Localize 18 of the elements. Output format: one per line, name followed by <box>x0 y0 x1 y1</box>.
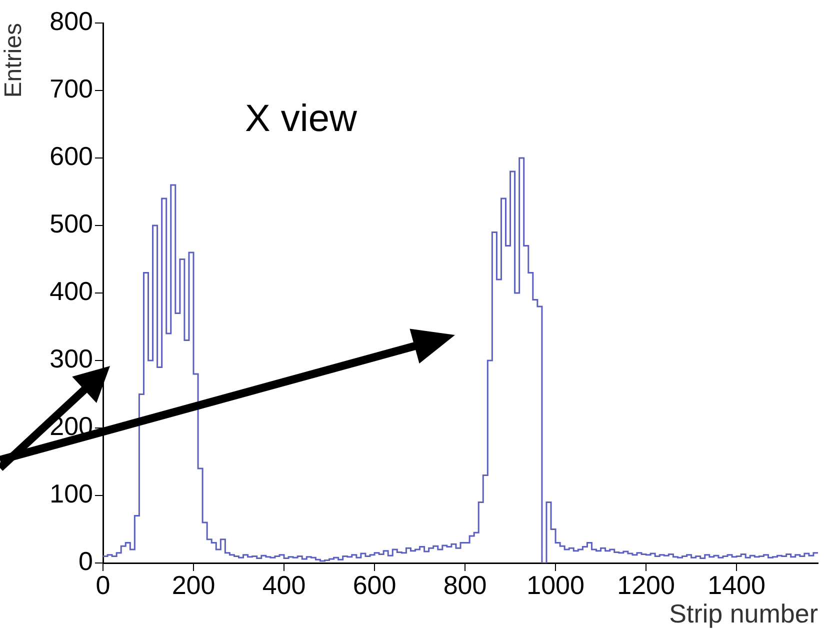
annotation: X view <box>245 98 358 140</box>
y-tick-label: 500 <box>50 208 93 239</box>
y-tick-label: 0 <box>78 546 93 576</box>
x-tick-label: 400 <box>262 570 306 600</box>
x-axis-title: Strip number <box>669 598 818 629</box>
x-tick-label: 600 <box>352 570 396 600</box>
x-tick-label: 1400 <box>708 570 766 600</box>
x-tick-label: 1200 <box>617 570 675 600</box>
y-tick-label: 700 <box>50 74 93 104</box>
x-tick-label: 200 <box>172 570 216 600</box>
y-tick-label: 800 <box>50 6 93 36</box>
x-tick-label: 1000 <box>526 570 584 600</box>
x-tick-label: 800 <box>443 570 487 600</box>
y-tick-label: 400 <box>50 276 93 306</box>
y-tick-label: 100 <box>50 478 93 509</box>
y-tick-label: 600 <box>50 141 93 172</box>
y-axis-title: Entries <box>0 23 28 98</box>
y-tick-label: 300 <box>50 344 93 374</box>
